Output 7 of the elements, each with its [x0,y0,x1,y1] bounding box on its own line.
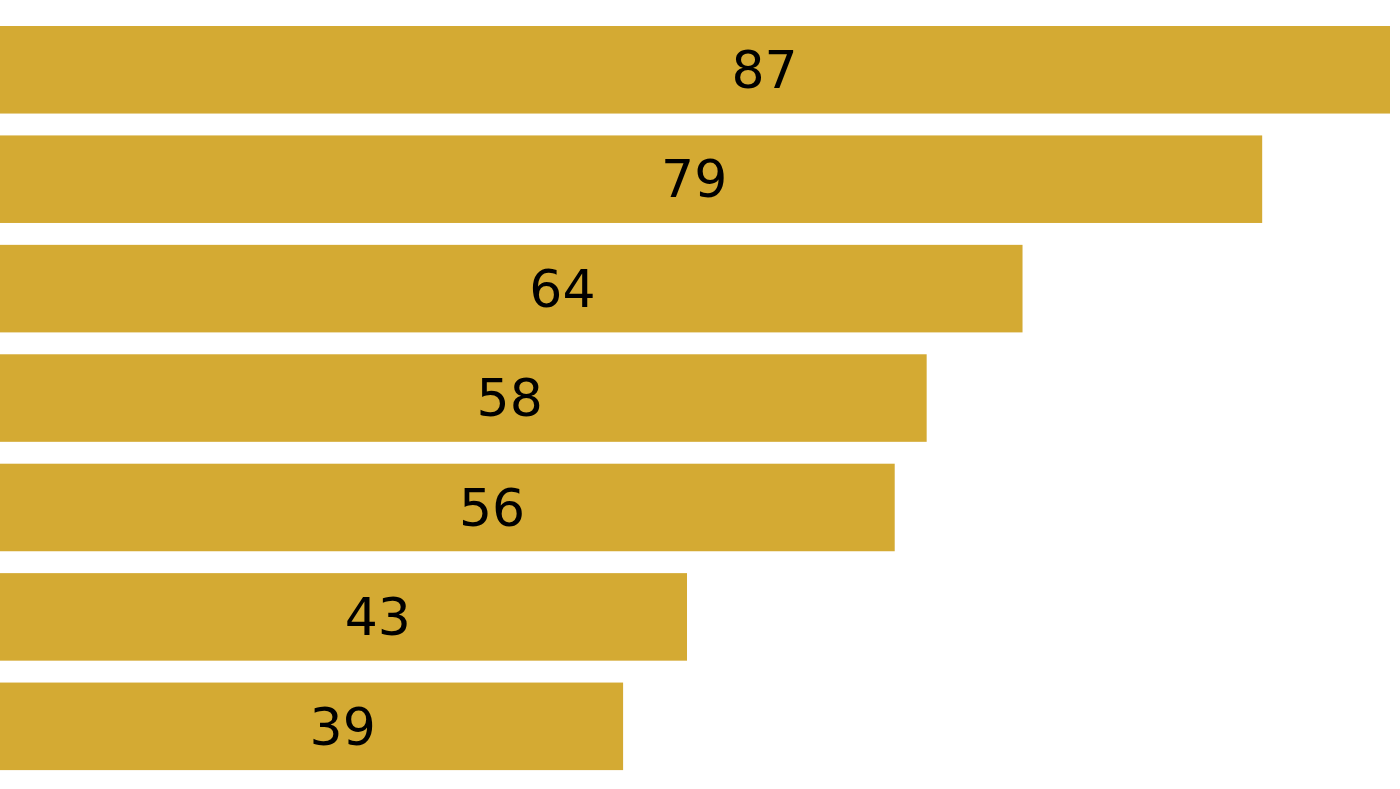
data-label: 58 [476,368,543,429]
data-label: 87 [731,39,798,100]
data-label: 79 [661,149,728,210]
data-label: 56 [459,477,526,538]
data-label: 64 [529,258,596,319]
data-label: 43 [344,587,411,648]
data-label: 39 [309,696,376,757]
